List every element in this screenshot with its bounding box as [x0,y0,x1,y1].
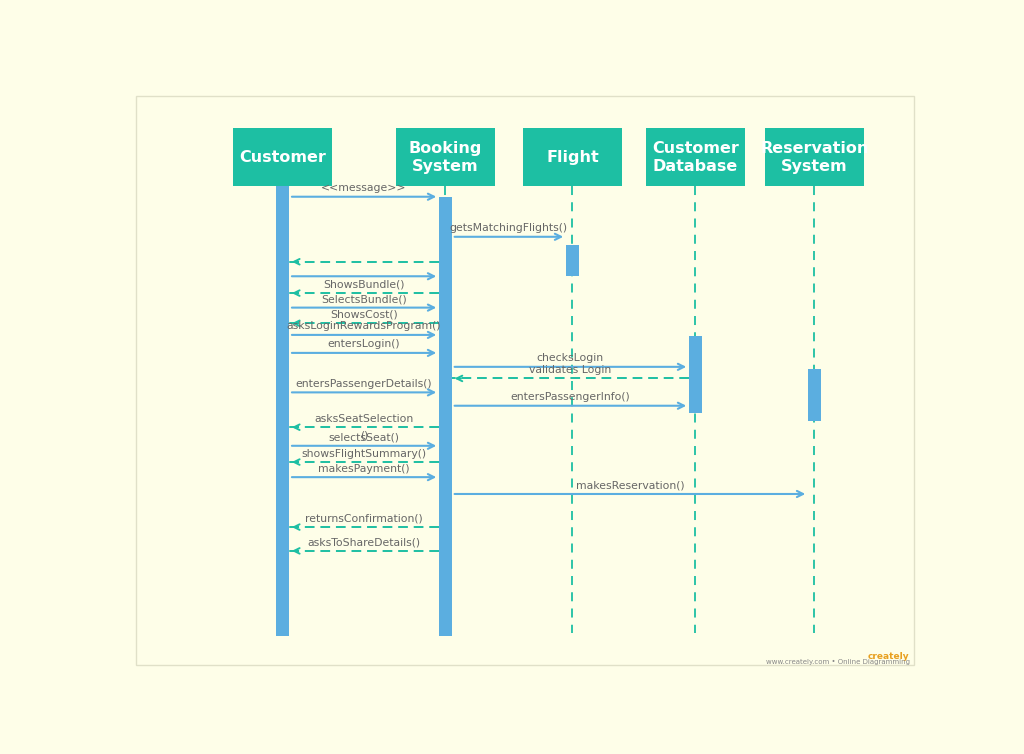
Text: ShowsBundle(): ShowsBundle() [324,280,404,290]
Text: showsFlightSummary(): showsFlightSummary() [301,449,427,458]
Text: returnsConfirmation(): returnsConfirmation() [305,513,423,523]
Text: checksLogin: checksLogin [537,354,604,363]
Text: entersPassengerDetails(): entersPassengerDetails() [296,379,432,389]
Bar [566,246,579,276]
Bar [808,369,821,421]
Text: asksLoginRewardsProgram(): asksLoginRewardsProgram() [287,321,441,332]
Text: validates Login: validates Login [529,365,611,375]
Bar [233,128,333,186]
Bar [689,336,701,412]
Text: asksToShareDetails(): asksToShareDetails() [307,538,421,547]
Text: creately: creately [868,651,909,661]
Text: Reservation
System: Reservation System [760,141,868,173]
Bar [523,128,622,186]
Text: www.creately.com • Online Diagramming: www.creately.com • Online Diagramming [766,659,909,665]
Text: Customer: Customer [240,150,327,164]
Text: entersPassengerInfo(): entersPassengerInfo() [511,392,631,402]
Text: asksSeatSelection: asksSeatSelection [314,414,414,425]
Text: (): () [359,430,369,440]
Text: makesReservation(): makesReservation() [575,480,684,491]
Text: SelectsBundle(): SelectsBundle() [322,294,407,304]
Bar [276,183,289,636]
Bar [396,128,495,186]
Text: makesPayment(): makesPayment() [318,464,410,474]
Text: ShowsCost(): ShowsCost() [330,310,398,320]
Text: selectsSeat(): selectsSeat() [329,432,399,443]
Bar [439,197,452,636]
Text: Customer
Database: Customer Database [652,141,739,173]
Text: Booking
System: Booking System [409,141,482,173]
Text: getsMatchingFlights(): getsMatchingFlights() [450,223,568,233]
Text: Flight: Flight [546,150,599,164]
Text: <<message>>: <<message>> [322,183,407,193]
Bar [646,128,745,186]
Bar [765,128,864,186]
Text: entersLogin(): entersLogin() [328,339,400,349]
